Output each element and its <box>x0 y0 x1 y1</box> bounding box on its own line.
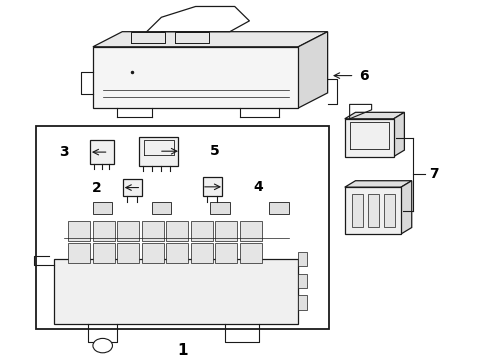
Bar <box>139 137 178 166</box>
Bar <box>298 295 306 310</box>
Bar <box>215 221 237 241</box>
Bar <box>93 202 112 214</box>
Bar <box>151 202 171 214</box>
Polygon shape <box>344 112 404 119</box>
Bar <box>36 126 328 329</box>
Bar <box>117 221 139 241</box>
Bar <box>298 274 306 288</box>
Polygon shape <box>393 112 404 157</box>
Text: 7: 7 <box>428 167 438 181</box>
Bar <box>351 194 362 227</box>
Polygon shape <box>221 174 227 196</box>
Text: 3: 3 <box>59 145 68 159</box>
Bar <box>367 194 378 227</box>
Text: 2: 2 <box>91 181 101 194</box>
Polygon shape <box>90 135 122 140</box>
Bar <box>239 221 261 241</box>
Polygon shape <box>142 175 147 196</box>
Bar <box>93 221 115 241</box>
Bar <box>298 252 306 266</box>
Polygon shape <box>123 175 147 179</box>
Bar <box>142 221 163 241</box>
Bar <box>117 243 139 263</box>
Bar <box>215 243 237 263</box>
Bar <box>344 119 393 157</box>
Bar <box>384 194 394 227</box>
Bar <box>142 243 163 263</box>
Bar <box>90 140 114 164</box>
Polygon shape <box>344 181 411 187</box>
Bar <box>190 243 212 263</box>
Bar <box>93 243 115 263</box>
Polygon shape <box>203 174 227 177</box>
Bar <box>54 259 298 324</box>
Bar <box>166 221 188 241</box>
Bar <box>344 187 400 234</box>
Text: 6: 6 <box>359 69 368 82</box>
Polygon shape <box>114 135 122 164</box>
Text: 4: 4 <box>253 180 263 194</box>
Bar <box>93 47 298 108</box>
Bar <box>210 202 229 214</box>
Bar <box>190 221 212 241</box>
Text: 5: 5 <box>210 144 220 158</box>
Text: 1: 1 <box>177 343 187 358</box>
Bar <box>166 243 188 263</box>
Bar <box>268 202 288 214</box>
Bar <box>239 243 261 263</box>
Circle shape <box>93 338 112 353</box>
Bar <box>68 221 90 241</box>
Bar <box>68 243 90 263</box>
Polygon shape <box>178 130 188 166</box>
Bar <box>203 177 221 196</box>
Bar <box>123 179 142 196</box>
Polygon shape <box>139 130 188 137</box>
Polygon shape <box>400 181 411 234</box>
Polygon shape <box>93 32 327 47</box>
Polygon shape <box>298 32 327 108</box>
